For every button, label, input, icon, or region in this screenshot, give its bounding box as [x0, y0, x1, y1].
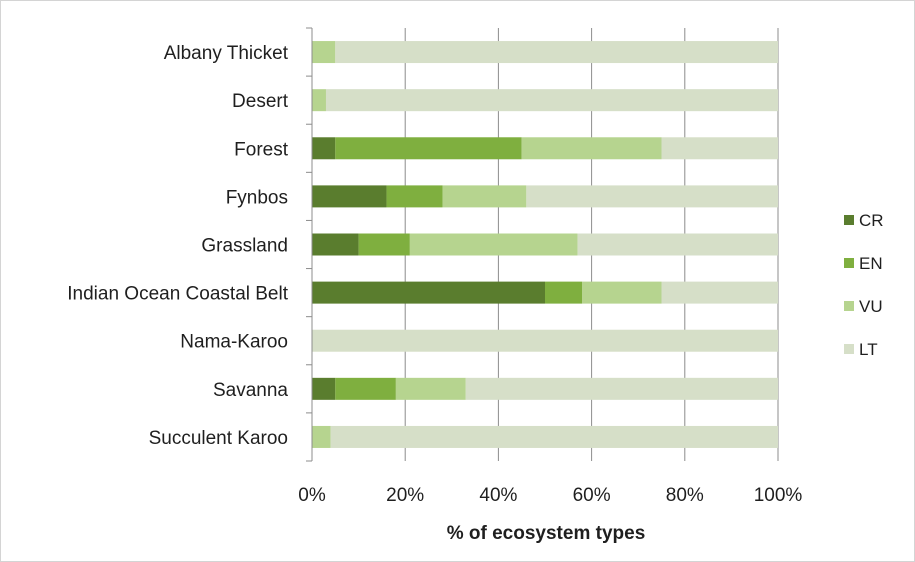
legend-swatch-cr	[844, 215, 854, 225]
bar-segment-vu	[395, 377, 466, 400]
category-label: Forest	[234, 139, 289, 160]
bar-segment-en	[386, 185, 443, 208]
axes	[306, 27, 313, 462]
category-label: Nama-Karoo	[180, 332, 288, 353]
category-label: Savanna	[213, 380, 288, 401]
bar-segment-cr	[312, 377, 336, 400]
bar-segment-vu	[409, 233, 578, 256]
bar-segment-lt	[312, 329, 778, 352]
legend-label: CR	[859, 211, 884, 230]
bar-segment-en	[335, 137, 522, 160]
legend-label: LT	[859, 340, 878, 359]
category-labels: Albany Thicket Desert Forest Fynbos Grasslan…	[67, 43, 288, 449]
legend-swatch-vu	[844, 301, 854, 311]
bar-segment-lt	[330, 425, 778, 448]
x-tick-label: 80%	[666, 485, 704, 506]
legend-label: EN	[859, 254, 883, 273]
bar-segment-vu	[312, 425, 331, 448]
bar-segment-vu	[312, 89, 326, 112]
legend-swatch-lt	[844, 344, 854, 354]
bar-segment-en	[358, 233, 410, 256]
bar-segment-lt	[335, 41, 778, 64]
bar-segment-cr	[312, 137, 336, 160]
legend-swatch-en	[844, 258, 854, 268]
x-axis-title: % of ecosystem types	[447, 523, 646, 544]
bar-segment-vu	[312, 41, 336, 64]
bar-segment-en	[335, 377, 396, 400]
bar-segment-lt	[526, 185, 778, 208]
x-tick-label: 0%	[298, 485, 326, 506]
x-tick-label: 40%	[479, 485, 517, 506]
category-label: Grassland	[201, 236, 288, 257]
category-label: Albany Thicket	[164, 43, 289, 64]
bar-segment-vu	[582, 281, 662, 304]
legend: CR EN VU LT	[844, 211, 884, 359]
bar-segment-lt	[465, 377, 778, 400]
bar-segment-lt	[577, 233, 778, 256]
category-label: Desert	[232, 91, 289, 112]
bar-segment-lt	[661, 281, 778, 304]
legend-label: VU	[859, 297, 883, 316]
x-tick-label: 60%	[573, 485, 611, 506]
bar-segment-vu	[521, 137, 662, 160]
bar-segment-cr	[312, 233, 359, 256]
bar-segment-cr	[312, 281, 545, 304]
bar-segment-en	[545, 281, 583, 304]
bar-segment-lt	[661, 137, 778, 160]
category-label: Succulent Karoo	[149, 428, 288, 449]
category-label: Fynbos	[226, 187, 288, 208]
bar-segment-lt	[325, 89, 778, 112]
x-tick-label: 20%	[386, 485, 424, 506]
bars	[312, 41, 778, 448]
bar-segment-vu	[442, 185, 527, 208]
x-tick-labels: 0% 20% 40% 60% 80% 100%	[298, 485, 802, 506]
bar-segment-cr	[312, 185, 387, 208]
category-label: Indian Ocean Coastal Belt	[67, 284, 288, 305]
x-tick-label: 100%	[754, 485, 803, 506]
